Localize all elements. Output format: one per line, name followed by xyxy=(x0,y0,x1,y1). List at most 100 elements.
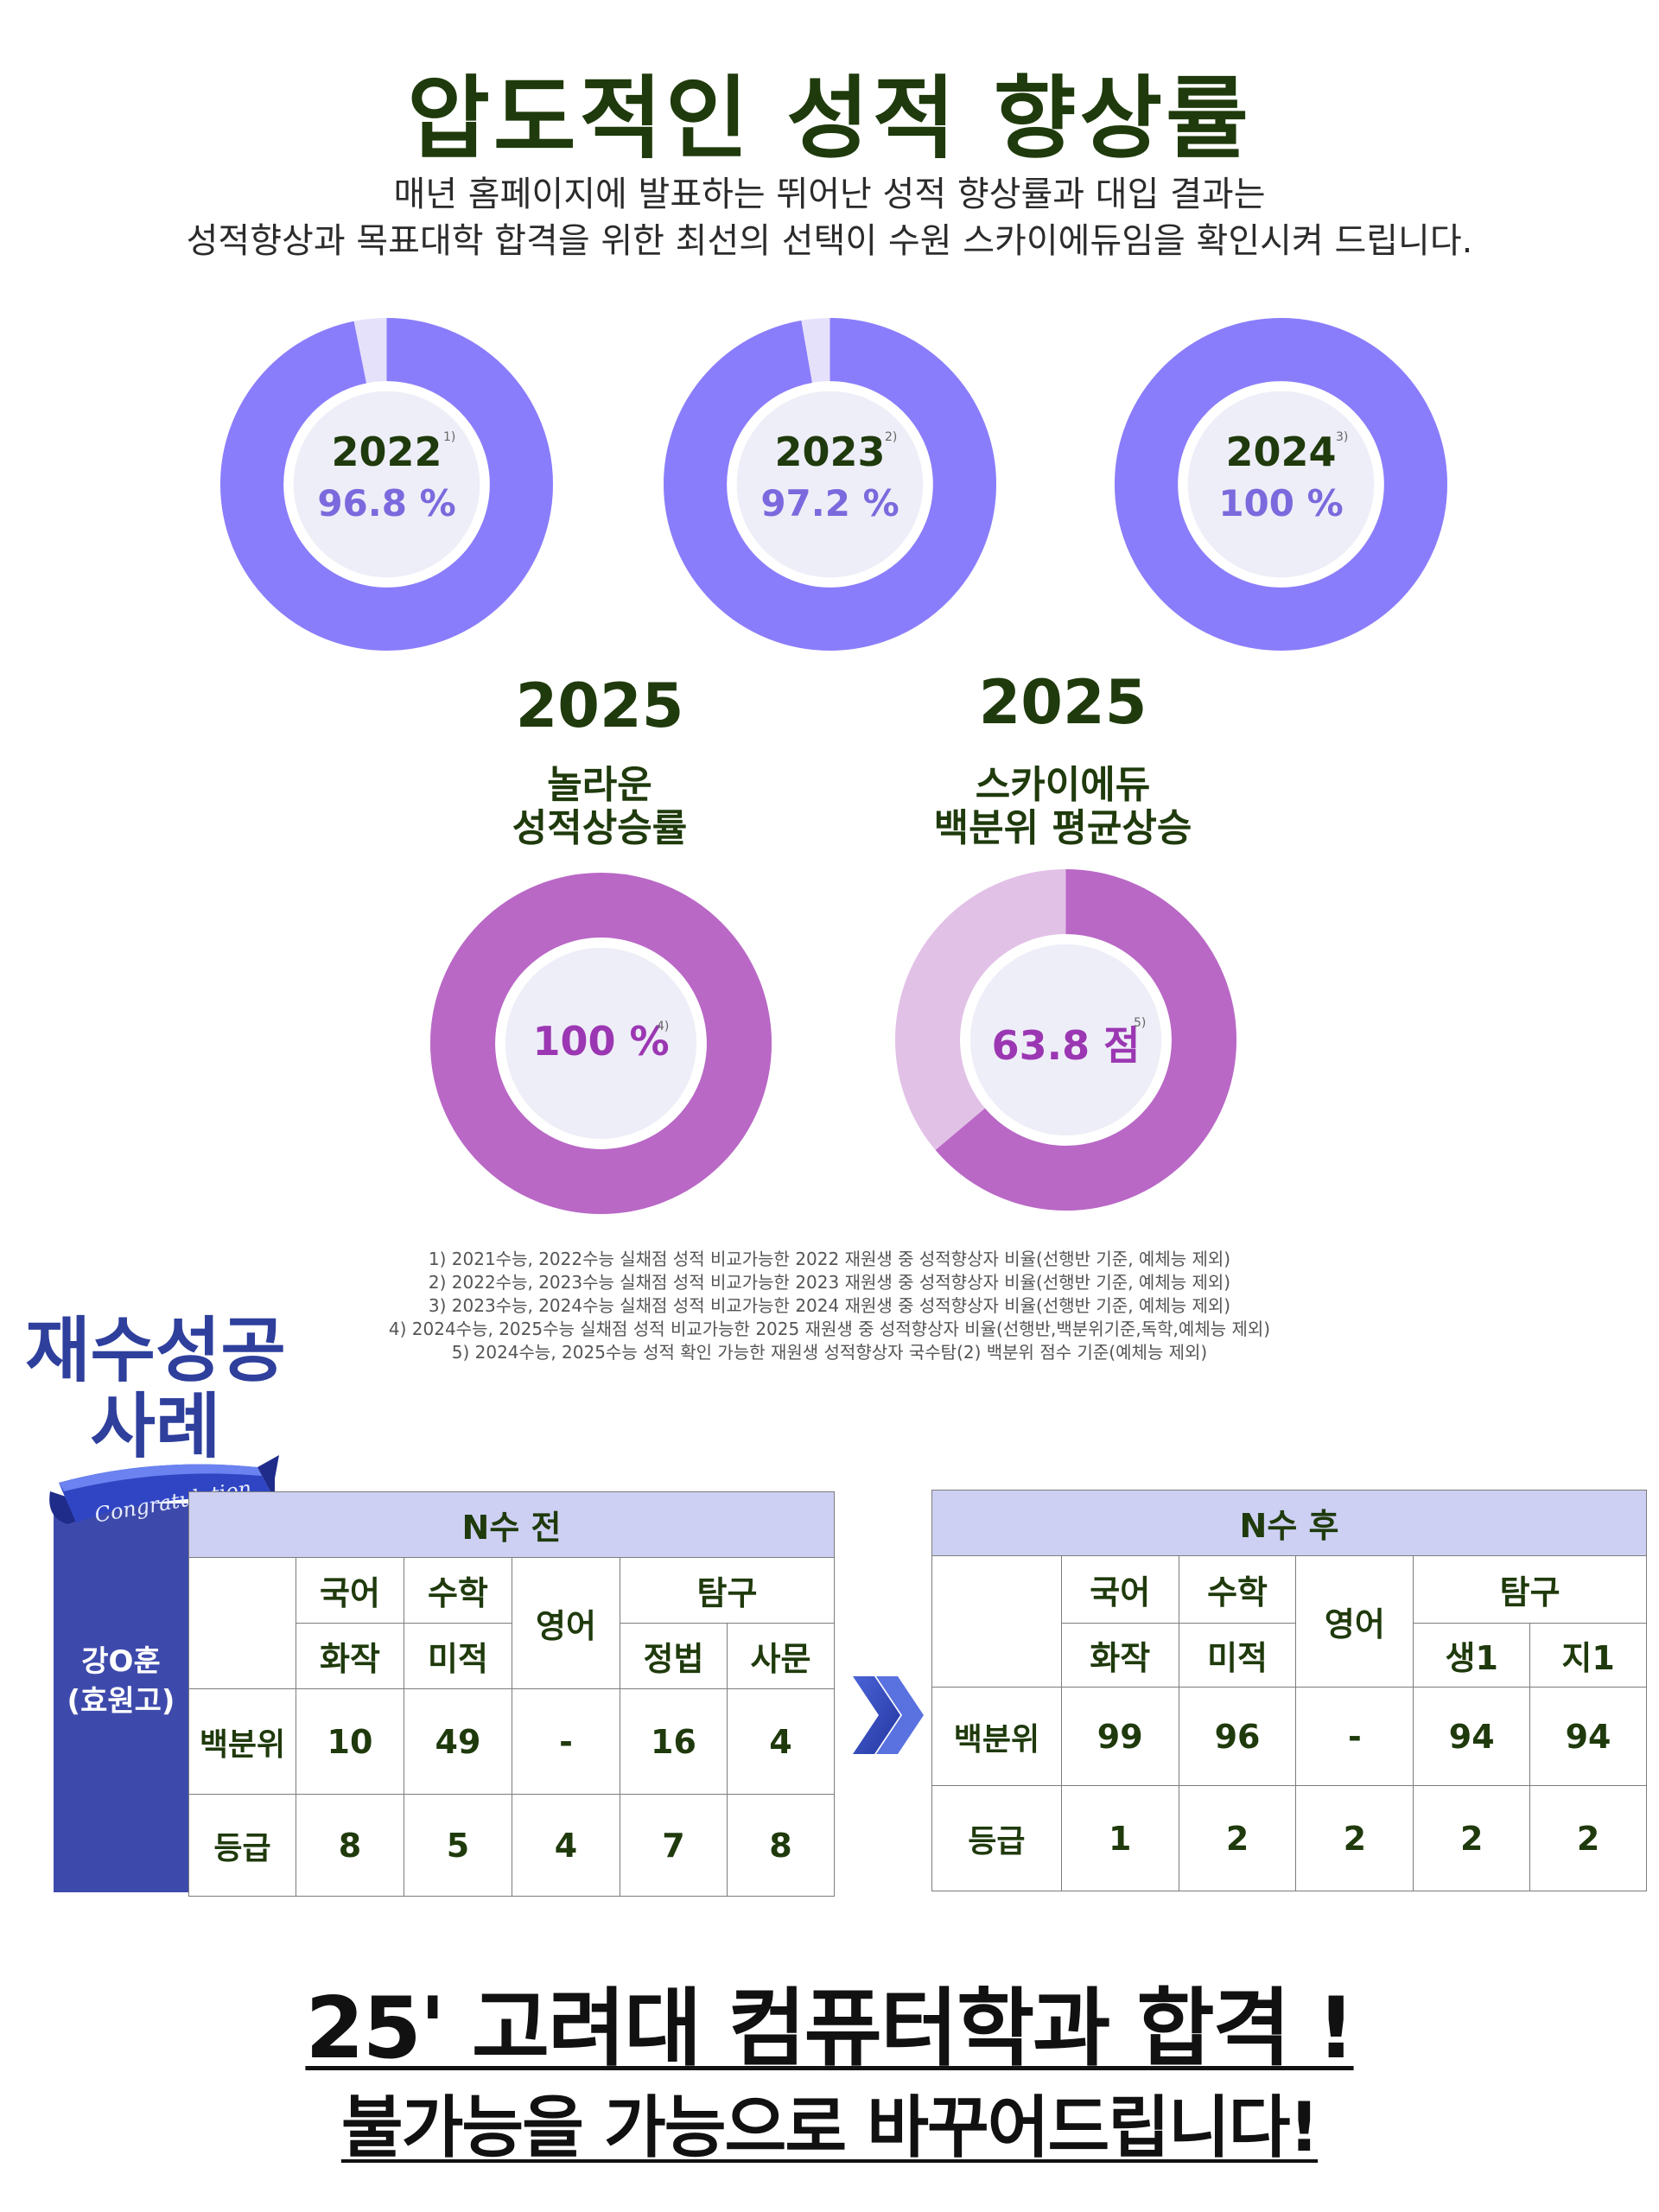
footnote-marker: 4) xyxy=(657,1020,670,1033)
ring-center xyxy=(736,391,924,578)
empty-cell xyxy=(188,1557,296,1689)
empty-cell xyxy=(931,1555,1062,1688)
chart-year-left: 2025 xyxy=(515,671,684,741)
student-label: 강O훈 (효원고) xyxy=(54,1642,188,1721)
donut-2024: 2024 100 % 3) xyxy=(1115,318,1447,651)
caption-line: 놀라운 xyxy=(547,763,652,807)
donut-score-rate: 100 % 4) xyxy=(430,873,772,1214)
double-chevron-right-icon xyxy=(853,1676,924,1754)
percentile-cell: 94 xyxy=(1413,1687,1531,1786)
donut-2022: 2022 96.8 % 1) xyxy=(220,318,553,651)
ring-center xyxy=(293,391,480,578)
row-label: 등급 xyxy=(931,1785,1062,1891)
case-title-line: 재수성공 xyxy=(25,1310,286,1392)
table-title: N수 후 xyxy=(931,1490,1647,1556)
elective-header: 미적 xyxy=(1178,1623,1297,1688)
grade-cell: 8 xyxy=(727,1794,835,1897)
percentile-cell: - xyxy=(1295,1687,1414,1786)
grade-cell: 2 xyxy=(1178,1785,1297,1891)
footnote-marker: 3) xyxy=(1336,430,1349,444)
grade-cell: 4 xyxy=(512,1794,620,1897)
before-score-table: N수 전 국어 수학 영어 탐구 화작 미적 정법 사문 백분위 10 49 -… xyxy=(188,1491,835,1897)
admission-result: 25' 고려대 컴퓨터학과 합격 ! xyxy=(305,1980,1355,2078)
footnote-marker: 1) xyxy=(443,430,456,444)
elective-header: 지1 xyxy=(1529,1623,1647,1688)
case-title-line: 사례 xyxy=(90,1386,221,1468)
footnotes: 1) 2021수능, 2022수능 실채점 성적 비교가능한 2022 재원생 … xyxy=(0,1248,1659,1364)
donut-value: 100 % xyxy=(532,1018,670,1065)
subject-header: 국어 xyxy=(296,1557,404,1624)
elective-header: 화작 xyxy=(1060,1623,1179,1688)
donut-value: 100 % xyxy=(1218,482,1344,524)
donut-value: 96.8 % xyxy=(317,482,456,524)
grade-cell: 2 xyxy=(1413,1785,1531,1891)
chart-caption-right: 스카이에듀 백분위 평균상승 xyxy=(864,764,1262,850)
donut-percentile-avg: 63.8 점 5) xyxy=(895,869,1236,1211)
case-title: 재수성공 사례 xyxy=(17,1313,294,1465)
chart-year-right: 2025 xyxy=(978,667,1147,738)
donut-year: 2022 xyxy=(331,429,442,475)
ring-value-arc xyxy=(220,318,553,651)
grade-cell: 1 xyxy=(1060,1785,1179,1891)
ring-value-arc xyxy=(430,873,772,1214)
student-name: 강O훈 xyxy=(81,1644,161,1679)
donut-ring-2024 xyxy=(1115,318,1447,651)
percentile-cell: 49 xyxy=(404,1688,512,1795)
slogan: 불가능을 가능으로 바꾸어드립니다! xyxy=(340,2089,1319,2167)
donut-ring-2023 xyxy=(664,318,996,651)
donut-ring-percentile-avg xyxy=(895,869,1236,1211)
footnote-marker: 5) xyxy=(1134,1016,1147,1030)
row-label: 백분위 xyxy=(188,1688,296,1795)
grade-cell: 8 xyxy=(296,1794,404,1897)
ring-center xyxy=(505,947,697,1140)
intro-line-2: 성적향상과 목표대학 합격을 위한 최선의 선택이 수원 스카이에듀임을 확인시… xyxy=(186,221,1473,261)
elective-header: 생1 xyxy=(1413,1623,1531,1688)
donut-ring-score-rate xyxy=(430,873,772,1214)
subject-header: 수학 xyxy=(404,1557,512,1624)
subject-header: 국어 xyxy=(1060,1555,1179,1624)
donut-value: 63.8 점 xyxy=(991,1022,1141,1069)
table-title: N수 전 xyxy=(188,1491,835,1558)
elective-header: 사문 xyxy=(727,1623,835,1689)
page-title: 압도적인 성적 향상률 xyxy=(407,66,1252,171)
chart-caption-left: 놀라운 성적상승률 xyxy=(401,764,798,850)
percentile-cell: 94 xyxy=(1529,1687,1647,1786)
donut-value: 97.2 % xyxy=(760,482,899,524)
footnote: 5) 2024수능, 2025수능 성적 확인 가능한 재원생 성적향상자 국수… xyxy=(451,1342,1208,1363)
subject-header: 탐구 xyxy=(1413,1555,1647,1624)
ring-value-arc xyxy=(1115,318,1447,651)
donut-ring-2022 xyxy=(220,318,553,651)
percentile-cell: 96 xyxy=(1178,1687,1297,1786)
ring-value-arc xyxy=(664,318,996,651)
ring-value-arc xyxy=(895,869,1236,1211)
grade-cell: 2 xyxy=(1295,1785,1414,1891)
percentile-cell: - xyxy=(512,1688,620,1795)
grade-cell: 5 xyxy=(404,1794,512,1897)
grade-cell: 7 xyxy=(620,1794,728,1897)
subject-header: 수학 xyxy=(1178,1555,1297,1624)
percentile-cell: 4 xyxy=(727,1688,835,1795)
subject-header: 영어 xyxy=(512,1557,620,1689)
percentile-cell: 10 xyxy=(296,1688,404,1795)
intro-line-1: 매년 홈페이지에 발표하는 뛰어난 성적 향상률과 대입 결과는 xyxy=(393,175,1266,214)
grade-cell: 2 xyxy=(1529,1785,1647,1891)
after-score-table: N수 후 국어 수학 영어 탐구 화작 미적 생1 지1 백분위 99 96 -… xyxy=(931,1490,1647,1891)
elective-header: 화작 xyxy=(296,1623,404,1689)
footnote: 1) 2021수능, 2022수능 실채점 성적 비교가능한 2022 재원생 … xyxy=(428,1249,1231,1269)
footnote: 4) 2024수능, 2025수능 실채점 성적 비교가능한 2025 재원생 … xyxy=(388,1319,1271,1339)
footnote: 2) 2022수능, 2023수능 실채점 성적 비교가능한 2023 재원생 … xyxy=(428,1272,1231,1293)
caption-line: 스카이에듀 xyxy=(975,763,1151,807)
elective-header: 미적 xyxy=(404,1623,512,1689)
donut-2023: 2023 97.2 % 2) xyxy=(664,318,996,651)
student-column xyxy=(54,1503,188,1892)
subject-header: 탐구 xyxy=(620,1557,835,1624)
caption-line: 성적상승률 xyxy=(512,806,688,850)
footnote-marker: 2) xyxy=(885,430,898,444)
caption-line: 백분위 평균상승 xyxy=(933,806,1192,850)
percentile-cell: 99 xyxy=(1060,1687,1179,1786)
donut-year: 2023 xyxy=(774,429,886,475)
footnote: 3) 2023수능, 2024수능 실채점 성적 비교가능한 2024 재원생 … xyxy=(428,1295,1231,1316)
subject-header: 영어 xyxy=(1295,1555,1414,1688)
row-label: 등급 xyxy=(188,1794,296,1897)
donut-year: 2024 xyxy=(1225,429,1337,475)
